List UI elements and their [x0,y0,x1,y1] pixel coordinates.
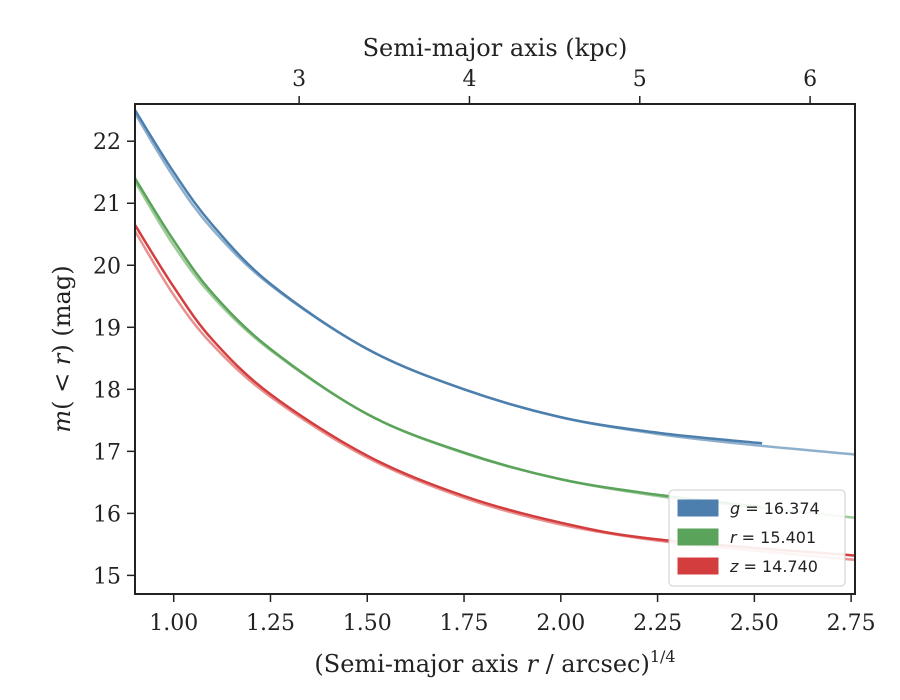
y-tick-label: 22 [93,130,121,155]
y-tick-label: 19 [93,316,121,341]
legend-value-r: = 15.401 [737,528,817,547]
series-r-profile-line [133,177,763,509]
y-tick-label: 21 [93,192,121,217]
y-axis-title-close: ) [48,344,76,353]
y-axis-title-var: r [48,352,76,365]
legend-value-z: = 14.740 [738,557,818,576]
y-tick-label: 16 [93,502,121,527]
x-tick-label: 1.50 [343,611,392,636]
x-axis-title-var: r [526,650,539,678]
legend-band-g: g [730,499,740,518]
x-tick-label: 1.00 [149,611,198,636]
x-axis-title-suffix: / arcsec) [538,650,650,678]
legend-value-g: = 16.374 [740,499,820,518]
legend-band-z: z [729,557,739,576]
x-tick-label: 2.00 [536,611,585,636]
legend-swatch-z [677,557,719,575]
x-axis-title-exponent: 1/4 [650,647,676,666]
legend-label-z: z = 14.740 [729,557,818,576]
plot-frame [134,103,856,595]
y-tick-label: 20 [93,254,121,279]
y-axis-title-m: m [48,410,76,433]
x-tick-label: 2.25 [633,611,682,636]
legend-swatch-r [677,528,719,546]
top-tick-label: 3 [292,67,306,92]
y-tick-label: 15 [93,564,121,589]
legend-label-g: g = 16.374 [730,499,820,518]
top-tick-label: 5 [633,67,647,92]
series-z-profile-line [133,224,856,557]
legend-band-r: r [730,528,738,547]
x-axis-title-prefix: (Semi-major axis [314,650,526,678]
x-axis-title: (Semi-major axis r / arcsec)1/4 [314,647,675,678]
legend-label-r: r = 15.401 [730,528,816,547]
legend-swatch-g [677,499,719,517]
axis-ticks: 1.00 1.25 1.50 1.75 2.00 2.25 2.50 2.75 15 16 17 18… [93,67,876,636]
x-tick-label: 2.75 [827,611,876,636]
top-tick-label: 4 [462,67,476,92]
x-tick-label: 2.50 [730,611,779,636]
series-lines [133,109,856,562]
top-tick-label: 6 [803,67,817,92]
y-tick-label: 18 [93,378,121,403]
x-tick-label: 1.25 [246,611,295,636]
y-axis-title: m( < r) (mag) [48,265,76,432]
y-axis-title-open: ( < [48,365,76,410]
top-axis-title: Semi-major axis (kpc) [363,34,628,62]
series-g-profile-line [133,109,763,445]
y-tick-label: 17 [93,440,121,465]
y-axis-title-unit: (mag) [48,265,76,344]
x-tick-label: 1.75 [440,611,489,636]
